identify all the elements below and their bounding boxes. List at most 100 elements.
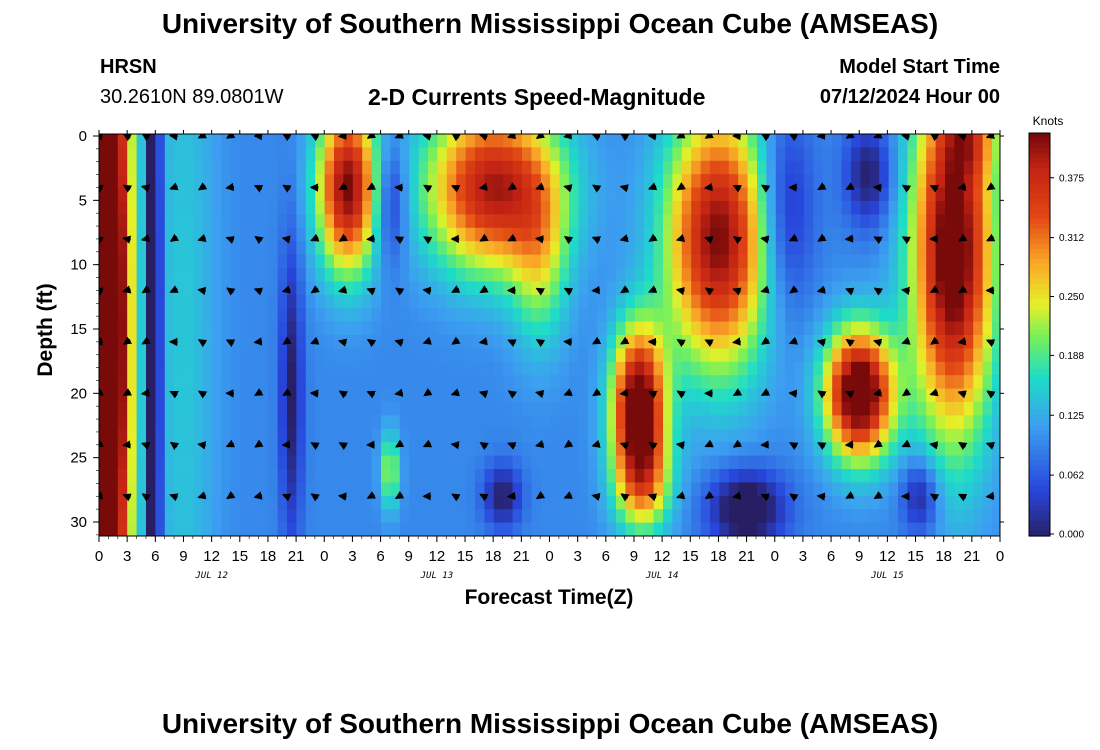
current-arrow [648, 441, 658, 451]
heat-cell [757, 415, 767, 430]
heat-cell [409, 241, 420, 256]
heat-cell [794, 495, 805, 510]
heat-cell [691, 455, 702, 470]
heat-cell [146, 482, 156, 497]
heat-cell [672, 214, 683, 229]
heat-cell [296, 335, 307, 349]
heat-cell [456, 308, 467, 323]
heat-cell [775, 254, 786, 269]
heat-cell [334, 455, 344, 470]
colorbar-segment [1029, 480, 1050, 487]
heat-cell [522, 495, 532, 510]
heat-cell [775, 442, 786, 457]
current-arrow [99, 185, 104, 193]
heat-cell [851, 388, 861, 403]
heat-cell [211, 415, 222, 430]
heat-cell [794, 241, 805, 256]
current-arrow [817, 442, 827, 451]
heat-cell [954, 428, 965, 443]
heat-cell [700, 201, 711, 215]
heat-cell [775, 522, 786, 536]
heat-cell [587, 375, 598, 390]
heat-cell [625, 509, 636, 524]
heat-cell [710, 254, 720, 269]
heat-cell [268, 268, 279, 282]
heat-cell [888, 335, 899, 349]
heat-cell [503, 308, 514, 323]
heat-cell [381, 335, 391, 349]
heat-cell [202, 214, 213, 229]
heat-cell [249, 361, 260, 376]
heat-cell [108, 294, 119, 309]
heat-cell [484, 469, 495, 483]
heat-cell [992, 214, 1000, 229]
heat-cell [747, 187, 758, 202]
heat-cell [221, 428, 232, 443]
date-label: JUL 13 [420, 571, 454, 581]
colorbar-segment [1029, 193, 1050, 199]
heat-cell [230, 134, 241, 148]
heat-cell [418, 402, 429, 416]
heat-cell [99, 522, 109, 536]
heat-cell [503, 294, 514, 309]
heat-cell [945, 361, 955, 376]
heat-cell [193, 321, 203, 336]
heat-cell [785, 321, 796, 336]
heat-cell [352, 201, 363, 215]
heat-cell [324, 442, 335, 457]
heat-cell [493, 160, 504, 175]
heat-cell [164, 469, 175, 483]
current-arrow [788, 336, 799, 345]
heat-cell [512, 442, 523, 457]
heat-cell [522, 214, 532, 229]
heat-cell [343, 281, 354, 296]
heat-cell [841, 160, 852, 175]
heat-cell [193, 268, 203, 282]
heat-cell [493, 308, 504, 323]
heat-cell [503, 134, 514, 148]
heat-cell [982, 495, 993, 510]
heat-cell [108, 268, 119, 282]
heat-cell [202, 268, 213, 282]
heat-cell [822, 268, 833, 282]
heat-cell [475, 308, 485, 323]
heat-cell [728, 214, 739, 229]
heat-cell [136, 388, 147, 403]
heat-cell [343, 214, 354, 229]
heat-cell [305, 241, 316, 256]
heat-cell [390, 388, 401, 403]
heat-cell [296, 187, 307, 202]
heat-cell [428, 227, 438, 242]
heat-cell [296, 241, 307, 256]
heat-cell [644, 214, 655, 229]
heat-cell [559, 187, 570, 202]
heat-cell [428, 455, 438, 470]
heat-cell [512, 268, 523, 282]
heat-cell [409, 388, 420, 403]
heat-cell [240, 388, 250, 403]
heat-cell [963, 201, 974, 215]
heat-cell [381, 281, 391, 296]
heat-cell [315, 482, 326, 497]
current-arrow [478, 182, 488, 191]
heat-cell [240, 187, 250, 202]
heat-cell [446, 375, 457, 390]
heat-cell [484, 241, 495, 256]
heat-cell [644, 455, 655, 470]
heat-cell [832, 442, 843, 457]
heat-cell [428, 335, 438, 349]
heat-cell [503, 415, 514, 430]
heat-cell [700, 469, 711, 483]
heat-cell [493, 415, 504, 430]
heat-cell [794, 335, 805, 349]
heat-cell [879, 241, 890, 256]
heat-cell [794, 522, 805, 536]
heat-cell [851, 482, 861, 497]
heat-cell [898, 227, 908, 242]
heat-cell [99, 402, 109, 416]
current-arrow [816, 285, 826, 294]
heat-cell [888, 134, 899, 148]
heat-cell [258, 495, 269, 510]
heat-cell [437, 254, 448, 269]
heat-cell [484, 160, 495, 175]
